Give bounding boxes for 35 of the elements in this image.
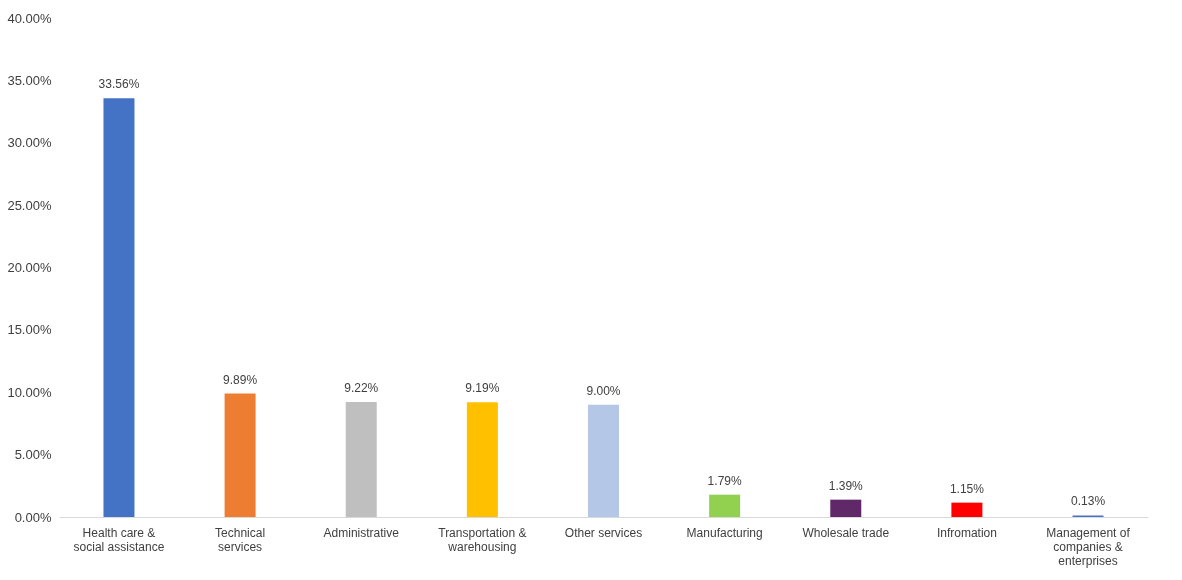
y-tick-label: 5.00% [14,447,52,463]
y-tick-label: 10.00% [7,384,52,400]
data-label: 0.13% [1071,494,1106,509]
data-label: 9.89% [223,372,258,387]
y-tick-label: 0.00% [14,509,52,525]
bar [830,499,862,517]
data-label: 9.22% [344,380,379,395]
y-tick-label: 30.00% [7,135,52,151]
x-tick-label: Manufacturing [686,525,763,540]
data-label: 1.39% [828,478,864,493]
x-tick-label: Management of companies & enterprises [1046,525,1131,568]
bar [588,404,619,517]
y-tick-label: 25.00% [7,197,52,213]
bar [951,502,983,517]
data-label: 9.00% [586,383,621,398]
x-tick-label: Wholesale trade [802,525,890,540]
bar [466,402,498,517]
y-tick-label: 15.00% [7,322,52,338]
x-tick-label: Technical services [215,525,266,554]
x-tick-label: Infromation [936,525,997,540]
data-label: 1.15% [949,481,985,496]
data-label: 1.79% [707,473,742,488]
data-label: 33.56% [98,77,140,92]
x-tick-label: Health care & social assistance [73,525,165,554]
data-label: 9.19% [465,381,500,396]
x-tick-label: Other services [564,525,643,540]
x-tick-label: Transportation & warehousing [438,525,527,554]
bar [345,401,377,517]
y-tick-label: 40.00% [7,10,52,26]
bar [224,393,256,517]
bar [709,494,741,517]
bar [103,98,135,517]
y-tick-label: 20.00% [7,260,52,275]
x-tick-label: Administrative [323,525,400,540]
y-tick-label: 35.00% [7,72,52,88]
